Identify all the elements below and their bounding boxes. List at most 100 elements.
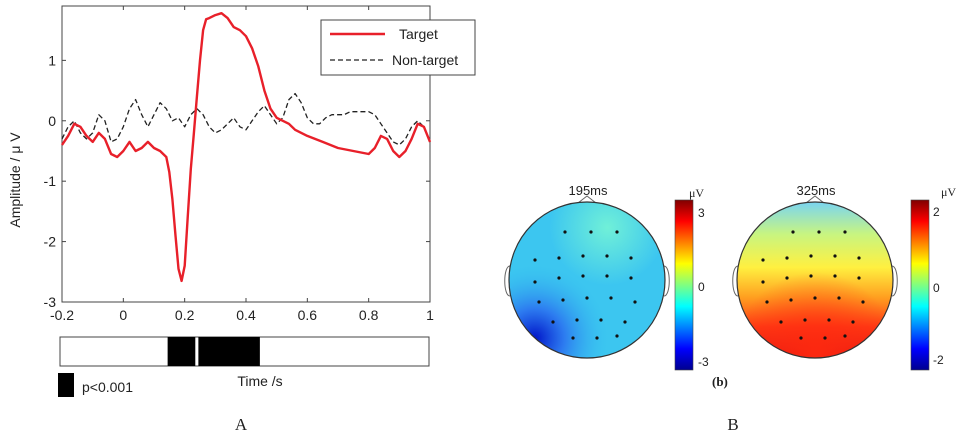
electrode-dot <box>785 276 789 280</box>
electrode-dot <box>843 230 847 234</box>
electrode-dot <box>861 300 865 304</box>
electrode-dot <box>851 320 855 324</box>
colorbar-unit: μV <box>689 186 704 200</box>
significance-legend-swatch <box>58 373 74 397</box>
map-title: 195ms <box>568 183 608 198</box>
significance-legend-label: p<0.001 <box>82 379 133 395</box>
electrode-dot <box>537 300 541 304</box>
electrode-dot <box>633 300 637 304</box>
y-axis-ticks: 1 0 -1 -2 -3 <box>44 52 430 310</box>
colorbar-unit: μV <box>941 185 956 199</box>
electrode-dot <box>761 280 765 284</box>
electrode-dots <box>533 230 637 340</box>
electrode-dot <box>615 230 619 234</box>
electrode-dot <box>571 336 575 340</box>
electrode-dot <box>809 274 813 278</box>
electrode-dot <box>581 254 585 258</box>
y-tick-label: 0 <box>48 113 56 129</box>
electrode-dot <box>557 256 561 260</box>
electrode-dot <box>605 254 609 258</box>
electrode-dot <box>551 320 555 324</box>
head-outline <box>508 201 666 359</box>
electrode-dot <box>827 318 831 322</box>
electrode-dot <box>789 298 793 302</box>
electrode-dot <box>563 230 567 234</box>
colorbar-tick-mid: 0 <box>698 280 705 294</box>
electrode-dot <box>589 230 593 234</box>
legend-box <box>320 19 476 76</box>
significance-blocks <box>167 337 260 366</box>
electrode-dot <box>765 300 769 304</box>
head-nose <box>805 195 825 204</box>
legend-label-non-target: Non-target <box>392 52 458 68</box>
x-tick-label: 0 <box>119 307 127 323</box>
colorbar <box>674 199 694 371</box>
electrode-dot <box>833 254 837 258</box>
legend-label-target: Target <box>399 26 438 42</box>
electrode-dot <box>843 334 847 338</box>
colorbar <box>910 199 930 371</box>
x-axis-ticks: -0.2 0 0.2 0.4 0.6 0.8 1 <box>50 6 434 323</box>
series-line-non-target <box>61 92 431 146</box>
electrode-dot <box>761 258 765 262</box>
electrode-dot <box>595 336 599 340</box>
electrode-dot <box>533 280 537 284</box>
panel-label-b: B <box>727 415 738 434</box>
head-nose <box>577 195 597 204</box>
panel-sublabel-b: (b) <box>712 374 728 389</box>
electrode-dot <box>779 320 783 324</box>
electrode-dot <box>799 336 803 340</box>
x-tick-label: 1 <box>426 307 434 323</box>
electrode-dot <box>813 296 817 300</box>
electrode-dot <box>857 276 861 280</box>
series-lines <box>61 11 432 283</box>
electrode-dot <box>609 296 613 300</box>
electrode-dot <box>809 254 813 258</box>
colorbar-tick-bottom: -2 <box>933 353 944 367</box>
electrode-dot <box>557 276 561 280</box>
electrode-dot <box>623 320 627 324</box>
electrode-dot <box>533 258 537 262</box>
electrode-dot <box>615 334 619 338</box>
topomap-195ms: 195ms μV 3 0 -3 <box>504 183 709 371</box>
electrode-dot <box>561 298 565 302</box>
electrode-dot <box>599 318 603 322</box>
head-outline <box>736 201 894 359</box>
significance-interval <box>167 337 196 366</box>
y-axis-label: Amplitude / μ V <box>7 132 23 228</box>
electrode-dot <box>629 256 633 260</box>
electrode-dot <box>823 336 827 340</box>
electrode-dots <box>761 230 865 340</box>
colorbar-tick-bottom: -3 <box>698 355 709 369</box>
electrode-dot <box>585 296 589 300</box>
colorbar-tick-mid: 0 <box>933 281 940 295</box>
electrode-dot <box>629 276 633 280</box>
colorbar-tick-top: 3 <box>698 206 705 220</box>
electrode-dot <box>857 256 861 260</box>
x-tick-label: 0.4 <box>236 307 256 323</box>
panel-label-a: A <box>235 415 248 434</box>
topomap-325ms: 325ms μV 2 0 -2 <box>732 183 956 371</box>
x-tick-label: -0.2 <box>50 307 74 323</box>
scalp-field <box>509 202 665 358</box>
significance-interval <box>198 337 260 366</box>
x-tick-label: 0.2 <box>175 307 195 323</box>
electrode-dot <box>803 318 807 322</box>
electrode-dot <box>833 274 837 278</box>
x-axis-label: Time /s <box>237 373 282 389</box>
y-tick-label: -1 <box>44 173 57 189</box>
erp-plot: -0.2 0 0.2 0.4 0.6 0.8 1 1 0 -1 -2 -3 Amplitude / … <box>7 5 476 323</box>
y-tick-label: 1 <box>48 52 56 68</box>
y-tick-label: -3 <box>44 294 57 310</box>
scalp-field <box>737 202 893 358</box>
electrode-dot <box>837 296 841 300</box>
colorbar-tick-top: 2 <box>933 205 940 219</box>
electrode-dot <box>605 274 609 278</box>
x-tick-label: 0.8 <box>359 307 379 323</box>
series-line-target <box>61 11 432 283</box>
legend: Target Non-target <box>320 19 476 76</box>
electrode-dot <box>791 230 795 234</box>
electrode-dot <box>817 230 821 234</box>
electrode-dot <box>581 274 585 278</box>
